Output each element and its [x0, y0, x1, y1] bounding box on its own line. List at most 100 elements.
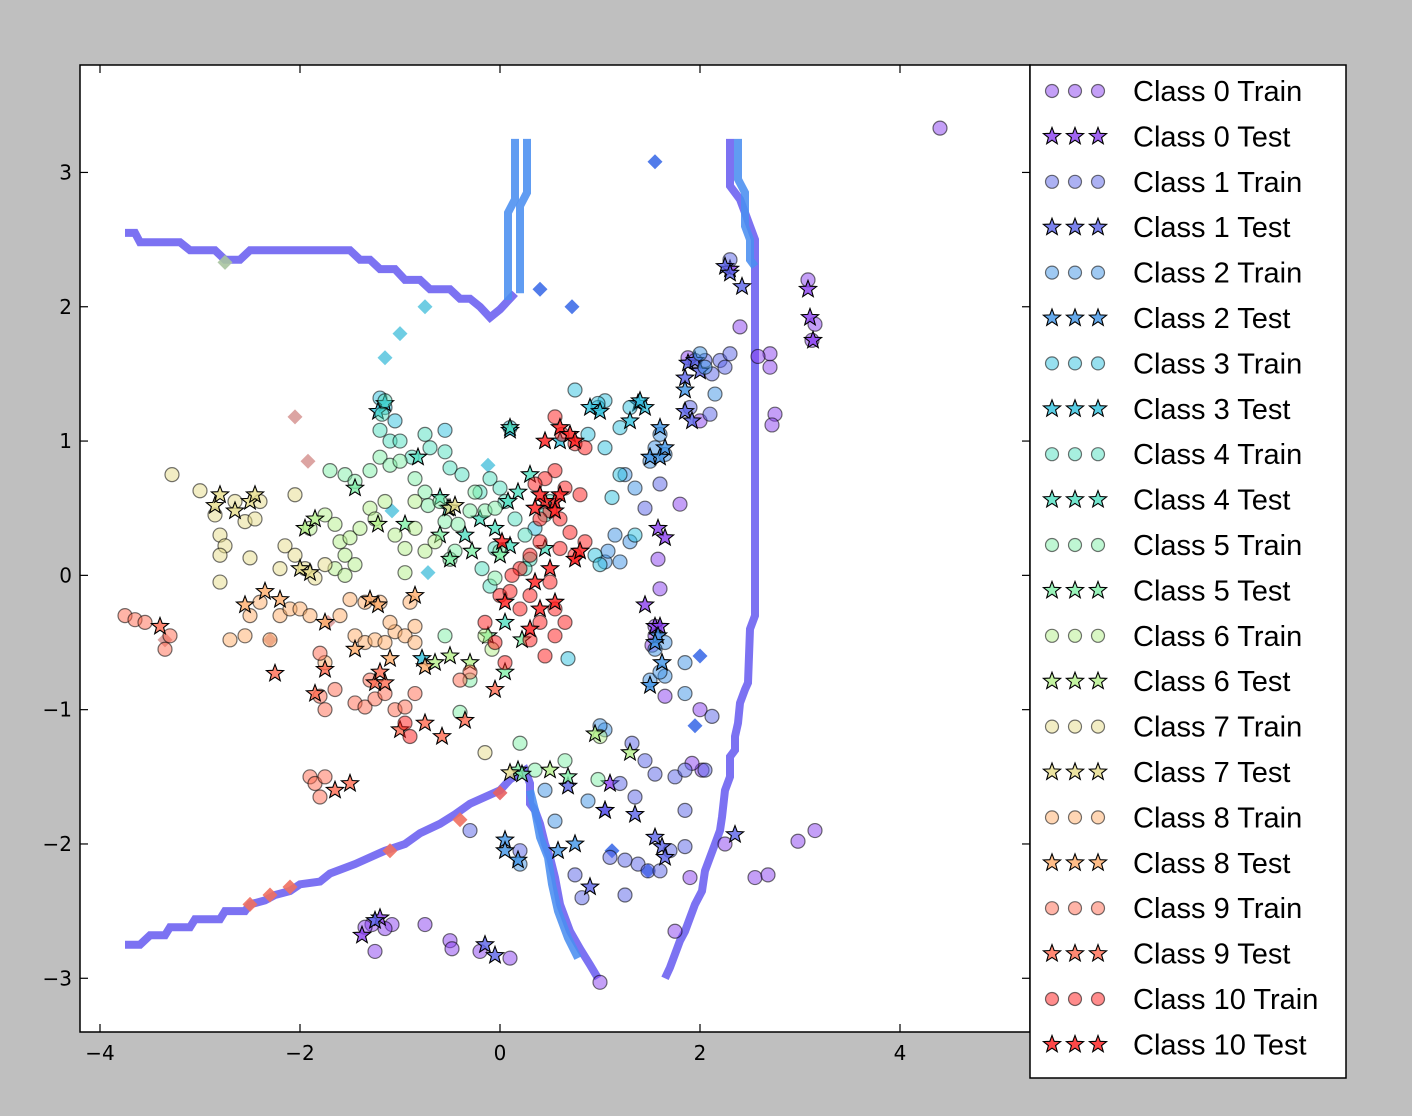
train-point — [437, 628, 453, 644]
legend-circle-marker — [1067, 537, 1083, 553]
train-point — [627, 789, 643, 805]
train-point — [552, 540, 568, 557]
test-point — [344, 477, 366, 497]
boundary-diamond-marker — [532, 281, 548, 297]
train-point — [617, 887, 633, 903]
boundary-diamond-marker — [392, 326, 408, 342]
test-point — [439, 645, 461, 665]
legend-label: Class 0 Train — [1133, 76, 1302, 108]
train-point — [750, 348, 766, 365]
test-point — [149, 615, 171, 635]
legend-star-marker — [1041, 852, 1063, 872]
boundary-diamond-marker — [217, 254, 233, 270]
test-point — [649, 446, 671, 466]
train-point — [612, 467, 628, 483]
test-point — [654, 437, 676, 457]
y-tick-label: 2 — [59, 295, 72, 319]
train-point — [600, 543, 616, 559]
test-point — [314, 658, 336, 678]
train-point — [342, 591, 358, 608]
decision-boundary-line — [504, 138, 519, 300]
train-point — [557, 753, 573, 769]
test-point — [557, 766, 579, 786]
train-point — [667, 923, 683, 939]
test-point — [802, 329, 824, 349]
legend-star-marker — [1041, 579, 1063, 599]
train-point — [242, 608, 258, 624]
train-point — [407, 685, 423, 702]
boundary-diamond-marker — [647, 154, 663, 170]
test-point — [719, 262, 741, 282]
train-point — [362, 463, 378, 479]
legend-label: Class 5 Train — [1133, 530, 1302, 562]
boundary-diamond-marker — [420, 565, 436, 581]
train-point — [407, 520, 423, 536]
train-point — [397, 699, 413, 715]
decision-boundary-line — [125, 228, 518, 323]
legend-star-marker — [1087, 489, 1109, 509]
test-point — [619, 742, 641, 762]
test-point — [424, 652, 446, 672]
train-point — [652, 863, 668, 879]
train-point — [592, 974, 608, 990]
train-point — [497, 655, 513, 671]
legend-circle-marker — [1067, 628, 1083, 643]
train-point — [277, 538, 293, 554]
train-point — [677, 655, 693, 671]
train-point — [222, 632, 238, 648]
legend-label: Class 3 Train — [1133, 348, 1302, 380]
test-point — [579, 396, 601, 417]
legend-star-marker — [1064, 852, 1086, 872]
test-point — [529, 484, 551, 504]
legend-star-marker — [1064, 307, 1086, 327]
train-point — [192, 483, 208, 499]
test-point — [209, 484, 231, 504]
train-point — [157, 641, 173, 657]
legend-label: Class 7 Test — [1133, 757, 1290, 789]
boundary-diamond-marker — [692, 648, 708, 664]
train-point — [262, 632, 278, 648]
test-point — [629, 390, 651, 410]
train-point — [137, 614, 153, 630]
test-point — [519, 618, 541, 638]
legend-star-marker — [1064, 398, 1086, 418]
test-point — [491, 531, 513, 551]
test-point — [359, 588, 381, 609]
train-point — [317, 769, 333, 785]
legend-label: Class 6 Train — [1133, 621, 1302, 653]
test-point — [394, 513, 416, 533]
test-point — [461, 540, 483, 560]
test-point — [647, 517, 669, 537]
train-point — [352, 520, 368, 536]
train-point — [237, 628, 253, 644]
test-point — [364, 909, 386, 930]
decision-boundary-line — [516, 138, 531, 294]
test-point — [544, 500, 566, 520]
train-point — [627, 527, 643, 543]
legend-label: Class 2 Test — [1133, 303, 1290, 335]
legend-star-marker — [1041, 125, 1063, 145]
test-point — [244, 484, 266, 504]
test-point — [269, 588, 291, 609]
legend-circle-marker — [1067, 901, 1083, 916]
legend-circle-marker — [1067, 991, 1083, 1007]
train-point — [677, 685, 693, 702]
train-point — [717, 359, 733, 375]
train-point — [382, 614, 398, 630]
legend-circle-marker — [1090, 265, 1106, 280]
test-point — [339, 772, 361, 793]
train-point — [682, 869, 698, 886]
train-point — [537, 782, 553, 798]
train-point — [377, 393, 393, 409]
train-point — [592, 557, 608, 573]
legend-label: Class 3 Test — [1133, 394, 1290, 426]
test-point — [594, 799, 616, 819]
train-point — [567, 867, 583, 883]
test-point — [484, 944, 506, 964]
train-point — [722, 346, 738, 362]
legend-label: Class 7 Train — [1133, 712, 1302, 744]
y-tick-label: 3 — [59, 160, 72, 184]
decision-boundary-line — [526, 789, 582, 960]
legend-circle-marker — [1044, 356, 1060, 371]
